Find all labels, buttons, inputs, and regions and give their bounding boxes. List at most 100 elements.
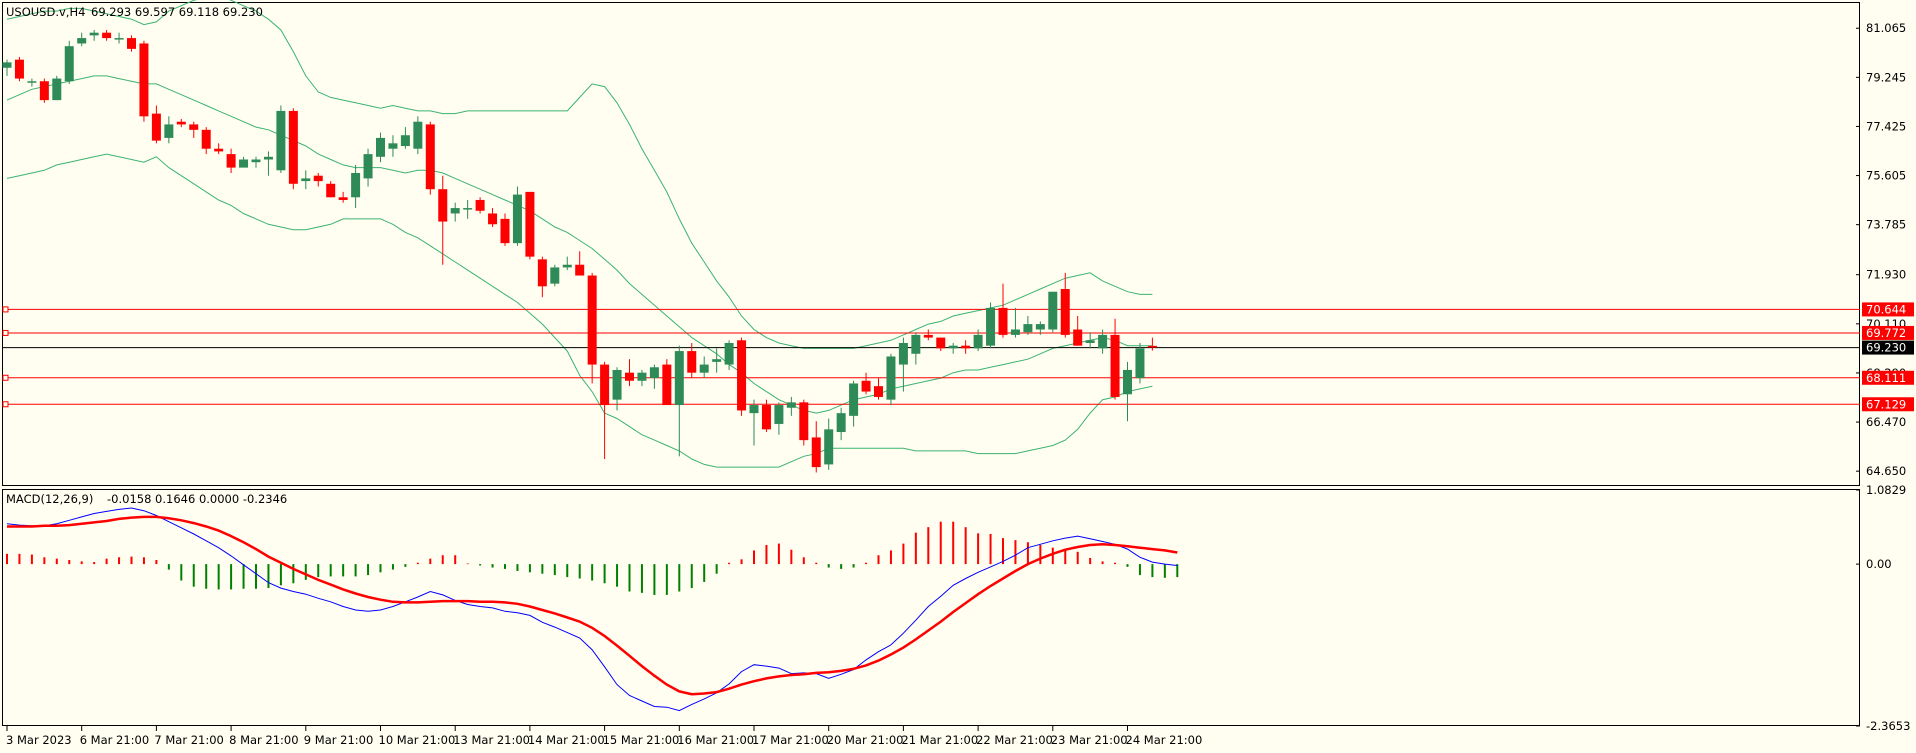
candle-body-bull <box>89 32 99 36</box>
candle-body-bear <box>475 199 485 211</box>
candle-body-bull <box>1023 324 1033 333</box>
candle-body-bear <box>139 43 149 117</box>
candle-body-bull <box>749 405 759 414</box>
candle-body-bear <box>936 337 946 349</box>
candle-body-bear <box>587 275 597 365</box>
price-tick-label: 79.245 <box>1866 70 1906 84</box>
candle-body-bull <box>1085 340 1095 343</box>
candle-body-bull <box>824 429 834 465</box>
candle-body-bull <box>1035 324 1045 330</box>
candle-body-bull <box>911 334 921 354</box>
candle-body-bear <box>438 189 448 222</box>
time-axis-label: 8 Mar 21:00 <box>229 733 298 747</box>
candle-body-bull <box>301 178 311 182</box>
candle-body-bull <box>674 351 684 406</box>
level-handle <box>2 329 9 336</box>
candle-body-bull <box>836 413 846 433</box>
candle-body-bull <box>1010 329 1020 335</box>
candle-body-bear <box>737 340 747 411</box>
candle-body-bull <box>649 367 659 379</box>
time-axis-label: 15 Mar 21:00 <box>603 733 680 747</box>
candle-body-bull <box>388 143 398 149</box>
candle-body-bear <box>214 148 224 152</box>
level-price-label: 68.111 <box>1866 371 1906 385</box>
level-price-tag <box>1862 397 1914 412</box>
candle-body-bull <box>263 156 273 160</box>
candle-body-bear <box>799 402 809 441</box>
current-price-label: 69.230 <box>1866 341 1906 355</box>
macd-panel[interactable]: 1.0829 0.00 -2.3653 <box>6 483 1910 733</box>
candle-body-bear <box>1147 345 1157 348</box>
candle-body-bear <box>39 81 49 101</box>
bollinger-middle-line <box>6 75 1153 414</box>
level-handle <box>2 306 9 313</box>
candle-body-bear <box>961 345 971 349</box>
candle-body-bull <box>463 208 473 210</box>
candle-body-bear <box>127 38 136 49</box>
candle-body-bull <box>164 124 174 138</box>
time-axis-label: 23 Mar 21:00 <box>1051 733 1128 747</box>
candle-body-bear <box>1073 329 1083 346</box>
price-tick-label: 77.425 <box>1866 119 1906 133</box>
bollinger-upper-line <box>6 0 1153 349</box>
candle-body-bear <box>14 59 24 79</box>
price-panel[interactable]: 81.06579.24577.42575.60573.78571.93070.1… <box>2 0 1915 478</box>
time-axis-label: 20 Mar 21:00 <box>827 733 904 747</box>
level-price-tag <box>1862 370 1914 385</box>
price-tick-label: 75.605 <box>1866 169 1906 183</box>
level-handle <box>2 374 9 381</box>
candle-body-bear <box>662 364 672 406</box>
time-axis-label: 9 Mar 21:00 <box>304 733 373 747</box>
level-price-tag <box>1862 325 1914 340</box>
candle-body-bear <box>1060 289 1070 335</box>
candle-body-bull <box>351 172 361 198</box>
time-axis-label: 10 Mar 21:00 <box>379 733 456 747</box>
candle-body-bull <box>712 359 722 362</box>
time-axis-label: 3 Mar 2023 <box>6 733 72 747</box>
candle-body-bull <box>886 356 896 400</box>
candle-body-bull <box>1135 348 1145 379</box>
price-tick-label: 71.930 <box>1866 268 1906 282</box>
candle-body-bull <box>637 372 647 381</box>
candle-body-bull <box>550 267 560 284</box>
candle-body-bull <box>849 383 859 416</box>
price-tick-label: 81.065 <box>1866 21 1906 35</box>
macd-title: MACD(12,26,9) <box>6 492 93 506</box>
candle-body-bull <box>400 135 410 147</box>
level-price-label: 70.644 <box>1866 302 1906 316</box>
candle-body-bear <box>923 334 933 338</box>
candle-body-bear <box>288 110 298 184</box>
candle-body-bear <box>176 121 186 125</box>
candle-body-bull <box>363 154 373 179</box>
candle-body-bear <box>338 197 348 200</box>
candle-body-bear <box>313 175 323 182</box>
candle-body-bear <box>201 129 211 149</box>
candle-body-bull <box>512 194 522 244</box>
candle-body-bear <box>861 380 871 392</box>
candle-body-bull <box>276 110 286 171</box>
candle-body-bull <box>239 159 249 168</box>
candle-body-bull <box>786 402 796 408</box>
candle-body-bull <box>64 46 74 82</box>
candle-body-bear <box>326 183 336 198</box>
candle-body-bull <box>699 364 709 373</box>
time-axis-label: 6 Mar 21:00 <box>80 733 149 747</box>
bollinger-lower-line <box>6 153 1153 468</box>
candle-body-bull <box>114 38 124 40</box>
macd-panel-frame <box>2 489 1860 726</box>
candle-body-bear <box>151 113 161 141</box>
candle-body-bull <box>774 405 784 424</box>
candle-body-bear <box>811 437 821 468</box>
candle-body-bull <box>450 208 460 214</box>
time-axis-label: 24 Mar 21:00 <box>1126 733 1203 747</box>
macd-line <box>6 507 1178 712</box>
candle-body-bull <box>898 342 908 365</box>
symbol-title: USOUSD.v,H4 <box>6 5 85 19</box>
time-axis-label: 17 Mar 21:00 <box>752 733 829 747</box>
macd-tick-label: 1.0829 <box>1866 483 1906 497</box>
signal-line <box>7 515 1178 696</box>
candle-body-bear <box>625 372 634 381</box>
